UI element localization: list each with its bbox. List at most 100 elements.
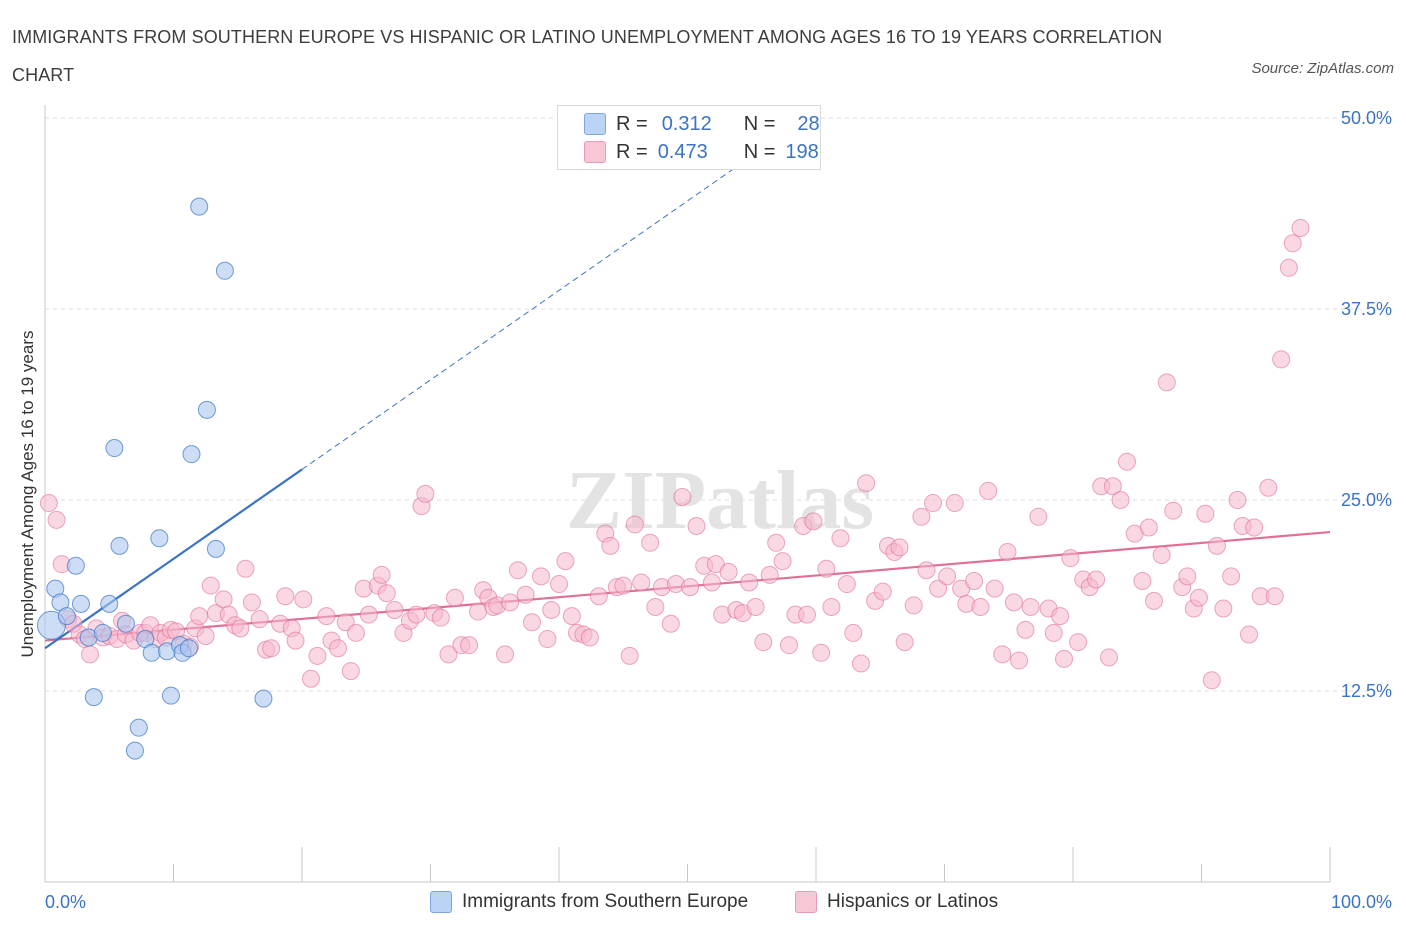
data-point-hispanics bbox=[542, 601, 561, 620]
data-point-hispanics bbox=[580, 628, 599, 647]
data-point-hispanics bbox=[904, 596, 923, 615]
data-point-hispanics bbox=[740, 573, 759, 592]
data-point-hispanics bbox=[190, 607, 209, 626]
data-point-southern-europe bbox=[100, 594, 119, 613]
y-tick-label: 12.5% bbox=[1341, 681, 1392, 701]
data-point-hispanics bbox=[831, 529, 850, 548]
data-point-hispanics bbox=[1189, 588, 1208, 607]
data-point-hispanics bbox=[822, 597, 841, 616]
data-point-hispanics bbox=[1044, 623, 1063, 642]
data-point-hispanics bbox=[661, 614, 680, 633]
trend-line-southern-europe bbox=[44, 468, 303, 650]
data-point-southern-europe bbox=[125, 741, 144, 760]
data-point-hispanics bbox=[1152, 546, 1171, 565]
data-point-hispanics bbox=[844, 623, 863, 642]
data-point-southern-europe bbox=[71, 594, 90, 613]
data-point-hispanics bbox=[460, 636, 479, 655]
data-point-hispanics bbox=[804, 512, 823, 531]
legend-swatch-pink bbox=[584, 141, 606, 163]
data-point-hispanics bbox=[301, 669, 320, 688]
data-point-hispanics bbox=[1061, 549, 1080, 568]
data-point-southern-europe bbox=[161, 686, 180, 705]
legend-row-hispanics: R = 0.473 N = 198 bbox=[584, 139, 819, 165]
x-tick-label: 0.0% bbox=[45, 892, 86, 912]
data-point-hispanics bbox=[1144, 591, 1163, 610]
data-point-hispanics bbox=[1178, 567, 1197, 586]
bottom-legend-southern-europe: Immigrants from Southern Europe bbox=[430, 888, 748, 916]
data-point-hispanics bbox=[837, 575, 856, 594]
data-point-hispanics bbox=[276, 587, 295, 606]
data-point-hispanics bbox=[1029, 507, 1048, 526]
data-point-southern-europe bbox=[84, 688, 103, 707]
data-point-southern-europe bbox=[190, 197, 209, 216]
data-point-hispanics bbox=[1087, 570, 1106, 589]
data-point-hispanics bbox=[641, 533, 660, 552]
grid-lines bbox=[45, 117, 1370, 692]
bottom-legend-swatch-blue bbox=[430, 891, 452, 913]
data-point-hispanics bbox=[681, 578, 700, 597]
data-point-southern-europe bbox=[142, 643, 161, 662]
data-point-hispanics bbox=[1259, 478, 1278, 497]
data-point-hispanics bbox=[532, 567, 551, 586]
data-point-hispanics bbox=[439, 645, 458, 664]
data-point-hispanics bbox=[798, 605, 817, 624]
data-point-hispanics bbox=[1051, 607, 1070, 626]
data-point-hispanics bbox=[1117, 452, 1136, 471]
data-point-hispanics bbox=[773, 552, 792, 571]
data-point-hispanics bbox=[523, 613, 542, 632]
data-point-hispanics bbox=[895, 633, 914, 652]
data-point-southern-europe bbox=[197, 400, 216, 419]
data-point-hispanics bbox=[812, 643, 831, 662]
data-point-southern-europe bbox=[150, 529, 169, 548]
tick-labels: 12.5% 25.0% 37.5% 50.0% 0.0% 100.0% bbox=[45, 108, 1392, 912]
data-point-hispanics bbox=[501, 593, 520, 612]
data-point-southern-europe bbox=[66, 556, 85, 575]
data-point-hispanics bbox=[1133, 571, 1152, 590]
data-point-hispanics bbox=[496, 645, 515, 664]
chart-title: IMMIGRANTS FROM SOUTHERN EUROPE VS HISPA… bbox=[12, 27, 1163, 85]
legend-n-value: 28 bbox=[797, 112, 820, 135]
data-point-hispanics bbox=[1111, 491, 1130, 509]
data-point-hispanics bbox=[236, 559, 255, 578]
y-tick-label: 25.0% bbox=[1341, 490, 1392, 510]
data-point-hispanics bbox=[817, 559, 836, 578]
data-point-hispanics bbox=[917, 561, 936, 580]
data-point-southern-europe bbox=[116, 614, 135, 633]
data-point-hispanics bbox=[286, 631, 305, 650]
data-point-hispanics bbox=[646, 597, 665, 616]
data-point-hispanics bbox=[242, 593, 261, 612]
data-point-hispanics bbox=[407, 605, 426, 624]
axes bbox=[44, 105, 1331, 883]
data-point-hispanics bbox=[1055, 649, 1074, 668]
data-point-hispanics bbox=[328, 639, 347, 658]
data-point-hispanics bbox=[857, 474, 876, 493]
data-point-hispanics bbox=[1228, 491, 1247, 509]
y-tick-label: 50.0% bbox=[1341, 108, 1392, 128]
data-point-hispanics bbox=[550, 575, 568, 594]
data-point-hispanics bbox=[231, 619, 250, 638]
data-point-southern-europe bbox=[206, 539, 225, 558]
data-point-hispanics bbox=[873, 582, 892, 601]
data-point-hispanics bbox=[760, 565, 779, 584]
data-point-hispanics bbox=[687, 516, 706, 535]
data-point-hispanics bbox=[614, 576, 633, 595]
data-point-hispanics bbox=[998, 542, 1017, 561]
data-point-hispanics bbox=[1202, 671, 1221, 690]
data-point-hispanics bbox=[1240, 625, 1259, 644]
data-point-southern-europe bbox=[110, 536, 129, 555]
data-point-hispanics bbox=[262, 639, 281, 658]
legend-n-value: 198 bbox=[785, 140, 819, 163]
data-point-hispanics bbox=[39, 494, 58, 513]
data-point-hispanics bbox=[196, 626, 215, 645]
data-point-hispanics bbox=[702, 573, 721, 592]
data-point-hispanics bbox=[719, 562, 738, 581]
data-point-southern-europe bbox=[215, 261, 234, 280]
data-point-hispanics bbox=[1004, 593, 1023, 612]
data-point-hispanics bbox=[538, 630, 557, 649]
data-point-hispanics bbox=[377, 584, 396, 603]
x-tick-label: 100.0% bbox=[1331, 892, 1392, 912]
data-point-hispanics bbox=[1279, 258, 1298, 277]
data-point-hispanics bbox=[1214, 599, 1233, 618]
data-point-hispanics bbox=[1222, 567, 1241, 586]
data-point-hispanics bbox=[929, 579, 948, 598]
